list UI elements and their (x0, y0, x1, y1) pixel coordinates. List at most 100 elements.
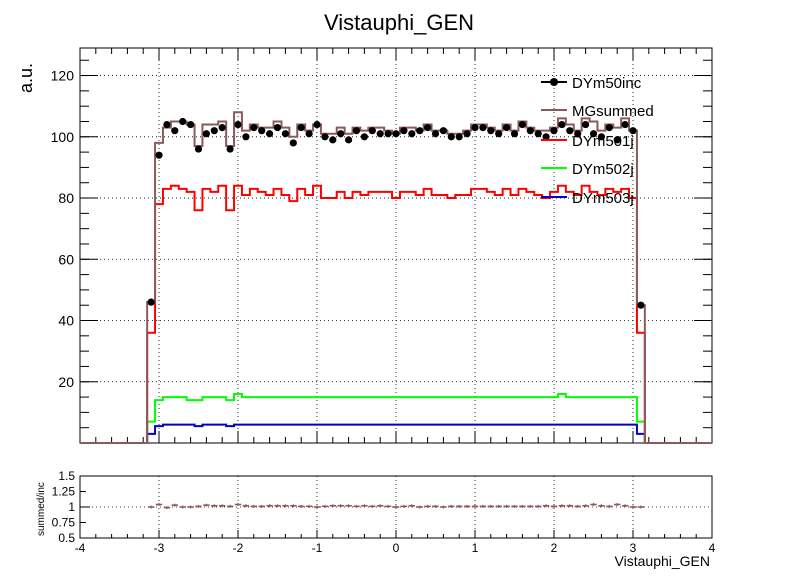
series-dym50inc-point (629, 127, 637, 135)
main-y-tick-label: 120 (51, 68, 75, 84)
series-dym50inc-point (266, 130, 274, 138)
series-dym50inc-point (337, 130, 345, 138)
series-dym50inc-point (194, 145, 203, 153)
ratio-y-tick-label: 1 (68, 500, 75, 514)
x-tick-label: -1 (312, 541, 323, 555)
series-dym50inc-point (250, 124, 258, 132)
series-dym50inc-point (574, 130, 582, 138)
series-dym50inc-point (534, 130, 542, 138)
series-dym50inc-point (613, 136, 621, 144)
series-dym50inc-point (171, 127, 179, 135)
series-dym50inc-point (384, 130, 392, 138)
series-dym50inc-point (605, 124, 613, 132)
series-dym50inc-point (242, 133, 250, 141)
series-dym50inc-point (352, 127, 361, 135)
series-dym50inc-point (321, 133, 329, 141)
series-dym50inc-point (289, 139, 297, 147)
legend: DYm50inc MGsummed DYm501j DYm502j DYm503j (541, 75, 654, 207)
series-dym50inc-point (297, 124, 305, 132)
ratio-y-axis-label: summed/inc (36, 482, 47, 536)
series-dym503j-line (80, 423, 712, 444)
ratio-plot: -4 -3 -2 -1 0 1 2 3 40.511.50.751.25 summed/inc … (36, 469, 716, 569)
x-tick-label: 1 (472, 541, 479, 555)
series-dym50inc-point (218, 124, 226, 132)
series-dym50inc-point (210, 127, 218, 135)
legend-label-dym50inc: DYm50inc (572, 75, 642, 92)
series-dym50inc-point (234, 120, 242, 129)
series-dym50inc-point (202, 130, 210, 138)
series-dym50inc-point (637, 301, 645, 309)
main-y-tick-label: 60 (58, 251, 74, 267)
series-dym50inc-point (281, 130, 289, 138)
series-dym50inc-point (447, 133, 455, 141)
series-dym50inc-point (187, 120, 195, 129)
ratio-y-tick-label: 0.5 (58, 531, 75, 545)
x-tick-label: -4 (75, 541, 86, 555)
series-dym50inc-point (345, 136, 353, 144)
series-dym50inc-point (431, 130, 440, 138)
main-y-tick-label: 40 (58, 313, 74, 329)
series-dym50inc-point (526, 127, 534, 135)
series-dym50inc-point (479, 124, 487, 132)
series-dym50inc-point (550, 127, 558, 135)
series-dym50inc-point (305, 130, 313, 138)
legend-label-dym502j: DYm502j (572, 161, 634, 178)
series-dym50inc-point (424, 124, 432, 132)
series-dym50inc-point (416, 127, 424, 135)
legend-label-mgsummed: MGsummed (572, 103, 654, 120)
series-dym50inc-point (226, 145, 234, 153)
series-dym50inc-point (503, 124, 511, 132)
series-dym50inc-point (455, 133, 463, 141)
series-dym50inc-point (376, 130, 384, 138)
series-dym50inc-point (179, 117, 187, 126)
series-dym50inc-point (368, 127, 376, 135)
x-axis-label: Vistauphi_GEN (615, 553, 710, 569)
series-dym50inc-point (471, 124, 479, 132)
series-dym50inc-point (487, 127, 495, 135)
series-dym50inc-point (392, 130, 400, 138)
series-dym50inc-point (147, 298, 155, 306)
series-dym50inc-point (582, 120, 590, 129)
series-dym50inc-point (258, 127, 266, 135)
series-dym50inc-point (360, 133, 368, 141)
series-dym501j-line (80, 184, 712, 444)
series-dym50inc-point (589, 130, 598, 138)
ratio-axis-ticks: -4 -3 -2 -1 0 1 2 3 4 0.5 1 1.5 0.75 1.25 (52, 469, 716, 555)
series-dym50inc-point (163, 120, 171, 129)
series-dym50inc-point (566, 127, 574, 135)
series-dym50inc-point (463, 130, 471, 138)
main-y-axis-label: a.u. (16, 63, 36, 93)
series-dym50inc-point (558, 120, 566, 129)
x-tick-label: 4 (709, 541, 716, 555)
ratio-series-layer (147, 503, 645, 510)
legend-marker-dym50inc (550, 78, 558, 86)
x-tick-label: 3 (630, 541, 637, 555)
series-dym502j-line (80, 393, 712, 444)
main-y-tick-label: 80 (58, 190, 74, 206)
legend-label-dym501j: DYm501j (572, 133, 634, 150)
series-dym50inc-point (329, 136, 337, 144)
main-series-layer (80, 111, 712, 444)
main-y-tick-label: 20 (58, 374, 74, 390)
ratio-y-tick-label: 1.25 (52, 485, 76, 499)
series-dym50inc-point (313, 120, 321, 129)
x-tick-label: -2 (233, 541, 244, 555)
series-dym50inc-point (439, 127, 447, 135)
series-dym50inc-point (273, 124, 282, 132)
x-tick-label: -3 (154, 541, 165, 555)
series-dym50inc-point (518, 120, 527, 129)
series-dym50inc-point (510, 130, 519, 138)
main-axis-ticks: 20 40 60 80 100 120 (51, 48, 713, 443)
ratio-y-tick-label: 0.75 (52, 516, 76, 530)
chart-title: Vistauphi_GEN (324, 10, 474, 35)
legend-label-dym503j: DYm503j (572, 190, 634, 207)
series-dym50inc-point (400, 127, 408, 135)
series-dym50inc-point (495, 130, 503, 138)
series-dym50inc-point (621, 120, 629, 129)
x-tick-label: 0 (393, 541, 400, 555)
series-dym50inc-point (408, 130, 416, 138)
ratio-y-tick-label: 1.5 (58, 469, 75, 483)
